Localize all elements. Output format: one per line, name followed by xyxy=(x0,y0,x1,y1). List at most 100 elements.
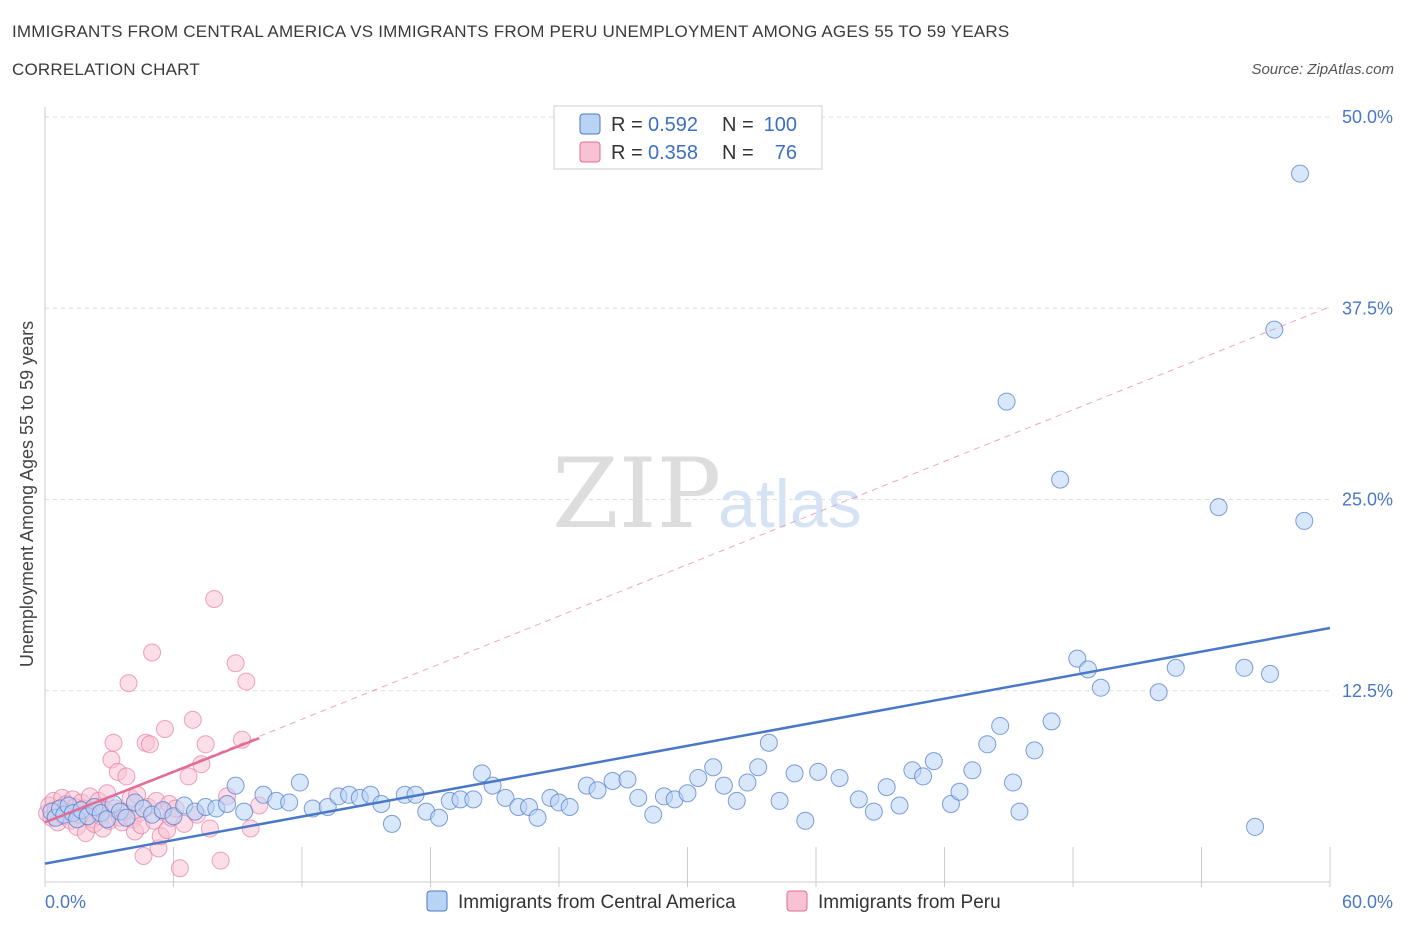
legend-n-value: 100 xyxy=(764,114,797,136)
data-point xyxy=(119,674,138,693)
y-tick-label: 50.0% xyxy=(1342,107,1393,127)
data-point xyxy=(1265,320,1284,339)
data-point xyxy=(235,802,254,821)
data-point xyxy=(714,776,733,795)
data-point xyxy=(179,767,198,786)
data-point xyxy=(241,819,260,838)
legend-label-central-america: Immigrants from Central America xyxy=(458,892,736,913)
source-credit: Source: ZipAtlas.com xyxy=(1251,61,1394,78)
data-point xyxy=(890,796,909,815)
data-point xyxy=(809,762,828,781)
data-point xyxy=(941,794,960,813)
data-point xyxy=(1149,683,1168,702)
y-tick-labels: 12.5% 25.0% 37.5% 50.0% xyxy=(1342,107,1393,701)
data-point xyxy=(134,846,153,865)
grid-lines xyxy=(45,116,1330,692)
data-point xyxy=(140,735,159,754)
data-point xyxy=(1078,660,1097,679)
data-point xyxy=(1209,498,1228,517)
data-point xyxy=(864,802,883,821)
data-point xyxy=(496,788,515,807)
data-point xyxy=(528,808,547,827)
legend-swatch-peru xyxy=(786,890,808,912)
data-point xyxy=(704,758,723,777)
data-point xyxy=(430,808,449,827)
data-point xyxy=(1261,664,1280,683)
watermark-atlas: atlas xyxy=(718,466,862,542)
legend-swatch-blue xyxy=(579,113,601,135)
data-point xyxy=(1166,658,1185,677)
data-point xyxy=(218,794,237,813)
y-tick-label: 37.5% xyxy=(1342,298,1393,318)
data-point xyxy=(382,814,401,833)
data-point xyxy=(164,807,183,826)
data-point xyxy=(1091,678,1110,697)
data-point xyxy=(759,733,778,752)
data-point xyxy=(117,767,136,786)
legend-swatch-pink xyxy=(579,141,601,163)
data-point xyxy=(472,764,491,783)
data-point xyxy=(1291,164,1310,183)
data-point xyxy=(618,770,637,789)
data-point xyxy=(796,811,815,830)
chart-subtitle: CORRELATION CHART xyxy=(12,60,200,79)
legend-r-label: R = xyxy=(611,142,643,164)
data-point xyxy=(1068,649,1087,668)
data-point xyxy=(830,768,849,787)
y-axis-label: Unemployment Among Ages 55 to 59 years xyxy=(17,321,37,667)
legend-swatch-central-america xyxy=(426,890,448,912)
data-point xyxy=(196,735,215,754)
data-point xyxy=(991,716,1010,735)
data-point xyxy=(226,776,245,795)
data-point xyxy=(205,589,224,608)
data-point xyxy=(143,643,162,662)
stats-legend: R = 0.592 N = 100 R = 0.358 N = 76 xyxy=(553,105,823,170)
data-point xyxy=(464,790,483,809)
legend-r-label: R = xyxy=(611,114,643,136)
watermark-zip: ZIP xyxy=(552,438,721,550)
y-tick-label: 25.0% xyxy=(1342,490,1393,510)
data-point xyxy=(749,758,768,777)
data-point xyxy=(226,654,245,673)
trend-lines xyxy=(44,306,1331,865)
data-point xyxy=(1004,773,1023,792)
data-point xyxy=(1010,802,1029,821)
series-peru-points xyxy=(38,589,269,878)
data-point xyxy=(963,761,982,780)
data-point xyxy=(678,784,697,803)
data-point xyxy=(170,859,189,878)
data-point xyxy=(738,773,757,792)
chart-title: IMMIGRANTS FROM CENTRAL AMERICA VS IMMIG… xyxy=(12,22,1010,41)
series-central-america-points xyxy=(42,164,1314,836)
data-point xyxy=(689,768,708,787)
data-point xyxy=(914,767,933,786)
x-tick-labels: 0.0% 60.0% xyxy=(45,892,1393,912)
data-point xyxy=(924,752,943,771)
legend-r-value: 0.592 xyxy=(648,114,698,136)
data-point xyxy=(849,790,868,809)
data-point xyxy=(629,788,648,807)
data-point xyxy=(280,793,299,812)
data-point xyxy=(155,720,174,738)
data-point xyxy=(877,778,896,797)
data-point xyxy=(1246,817,1265,836)
data-point xyxy=(644,805,663,824)
data-point xyxy=(588,781,607,800)
data-point xyxy=(978,735,997,754)
data-point xyxy=(950,782,969,801)
data-point xyxy=(1295,511,1314,530)
data-point xyxy=(290,773,309,792)
legend-label-peru: Immigrants from Peru xyxy=(818,892,1001,913)
data-point xyxy=(560,798,579,817)
legend-n-value: 76 xyxy=(775,142,797,164)
trend-line-central-america xyxy=(44,626,1331,865)
legend-n-label: N = xyxy=(722,142,754,164)
series-legend: Immigrants from Central America Immigran… xyxy=(426,890,1001,913)
data-point xyxy=(997,392,1016,411)
x-tick-label: 60.0% xyxy=(1342,892,1393,912)
legend-r-value: 0.358 xyxy=(648,142,698,164)
x-tick-label: 0.0% xyxy=(45,892,86,912)
data-point xyxy=(117,808,136,827)
data-point xyxy=(1051,470,1070,489)
